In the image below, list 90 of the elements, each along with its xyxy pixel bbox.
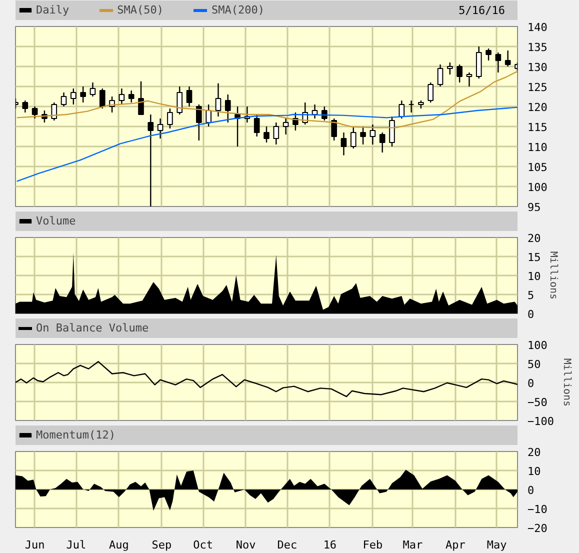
candlestick xyxy=(322,106,328,122)
candlestick xyxy=(215,82,222,118)
candlestick xyxy=(254,114,260,138)
y-tick-label: 135 xyxy=(528,41,548,54)
candlestick xyxy=(51,102,58,122)
y-tick-label: 120 xyxy=(528,101,548,114)
candlestick xyxy=(138,80,144,116)
candlestick xyxy=(22,100,28,114)
y-tick-label: −20 xyxy=(528,522,548,535)
candlestick xyxy=(282,118,289,136)
x-tick-label: Oct xyxy=(193,538,213,552)
y-tick-label: −10 xyxy=(528,503,548,516)
y-tick-label: 125 xyxy=(528,81,548,94)
candlestick xyxy=(196,104,202,142)
y-tick-label: 0 xyxy=(528,377,534,390)
candlestick xyxy=(340,132,347,156)
candlestick xyxy=(331,118,337,142)
candlestick xyxy=(157,118,164,140)
x-tick-label: Jul xyxy=(66,538,86,552)
legend-label: Daily xyxy=(36,4,70,16)
candlestick xyxy=(486,48,492,62)
y-tick-label: 140 xyxy=(528,21,548,34)
x-tick-label: Apr xyxy=(446,538,466,552)
y-tick-label: 20 xyxy=(528,232,541,245)
y-tick-label: 0 xyxy=(528,308,534,321)
y-tick-label: 105 xyxy=(528,161,548,174)
x-tick-label: Feb xyxy=(362,538,383,552)
y-tick-label: 115 xyxy=(528,121,548,134)
candlestick xyxy=(447,62,453,76)
x-tick-label: Mar xyxy=(402,538,423,552)
candlestick xyxy=(148,114,154,206)
x-tick-label: Jun xyxy=(24,538,45,552)
candlestick xyxy=(167,108,173,130)
line-series xyxy=(16,361,518,398)
candlestick xyxy=(60,92,67,108)
candlestick xyxy=(350,126,356,150)
legend-label: SMA(200) xyxy=(211,4,264,16)
y-tick-label: 20 xyxy=(528,446,541,459)
legend-label: On Balance Volume xyxy=(36,322,149,334)
candlestick xyxy=(504,50,511,68)
candlestick xyxy=(456,64,462,84)
candlestick xyxy=(128,90,134,104)
candlestick xyxy=(370,124,376,146)
y-tick-label: 10 xyxy=(528,465,541,478)
candlestick xyxy=(437,64,444,88)
candlestick xyxy=(379,132,386,154)
line-series xyxy=(16,106,518,182)
candlestick xyxy=(360,126,366,146)
candlestick xyxy=(186,86,192,108)
candlestick xyxy=(176,86,183,116)
x-tick-label: Nov xyxy=(236,538,256,552)
legend-label: Volume xyxy=(36,214,76,228)
candlestick xyxy=(273,122,280,146)
candlestick xyxy=(90,82,96,98)
y-tick-label: −50 xyxy=(528,396,548,409)
candlestick xyxy=(32,106,38,120)
text: 5/16/16 xyxy=(458,4,505,17)
y-axis-title: Millions xyxy=(560,358,572,407)
candlestick xyxy=(99,88,106,110)
candlestick xyxy=(398,100,405,120)
candlestick xyxy=(428,82,434,104)
y-tick-label: 50 xyxy=(528,358,541,371)
y-tick-label: 130 xyxy=(528,61,548,74)
candlestick xyxy=(264,126,270,144)
y-axis-title: Millions xyxy=(548,251,559,300)
y-tick-label: 95 xyxy=(528,201,541,214)
candlestick xyxy=(389,116,395,148)
candlestick xyxy=(118,88,125,106)
y-tick-label: 0 xyxy=(528,484,534,497)
candlestick xyxy=(466,72,472,88)
candlestick xyxy=(80,86,86,104)
y-tick-label: 10 xyxy=(528,270,541,283)
x-tick-label: Aug xyxy=(109,538,129,552)
y-tick-label: 15 xyxy=(528,251,541,264)
y-tick-label: 100 xyxy=(528,339,548,352)
x-tick-label: Dec xyxy=(277,538,298,552)
y-tick-label: 100 xyxy=(528,181,548,194)
candlestick xyxy=(476,46,482,80)
legend-label: SMA(50) xyxy=(117,4,164,16)
x-tick-label: 16 xyxy=(323,538,337,552)
candlestick xyxy=(495,52,502,74)
x-tick-label: Sep xyxy=(152,538,172,552)
candlestick xyxy=(70,88,76,106)
candlestick xyxy=(408,100,414,114)
y-tick-label: −100 xyxy=(528,415,554,428)
y-tick-label: 5 xyxy=(528,289,534,302)
legend-label: Momentum(12) xyxy=(36,428,116,442)
candlestick xyxy=(224,94,231,124)
y-tick-label: 110 xyxy=(528,141,548,154)
x-tick-label: May xyxy=(486,538,508,552)
